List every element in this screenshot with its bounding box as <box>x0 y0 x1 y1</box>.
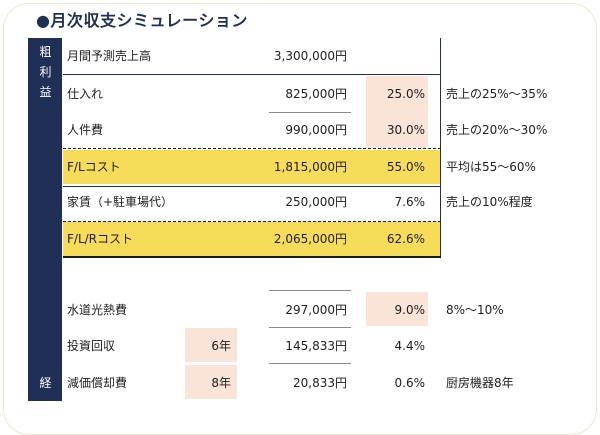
row-label: 水道光熱費 <box>67 303 128 317</box>
row-note: 売上の20%〜30% <box>446 123 548 137</box>
row-amount: 990,000円 <box>285 123 347 137</box>
purchase-percent-cell <box>366 76 428 112</box>
utility-percent-cell <box>366 292 428 326</box>
row-line <box>63 256 441 258</box>
depreciation-years-cell <box>185 365 237 399</box>
row-percent: 30.0% <box>386 123 425 137</box>
row-percent: 55.0% <box>386 160 425 174</box>
row-label: 仕入れ <box>67 87 104 101</box>
row-percent: 7.6% <box>394 195 426 209</box>
row-label: 月間予測売上高 <box>67 49 152 63</box>
side-char-2: 利 <box>39 65 52 79</box>
side-char-1: 粗 <box>39 45 52 59</box>
row-percent: 25.0% <box>386 87 425 101</box>
amount-underline <box>269 112 351 113</box>
row-label: F/L/Rコスト <box>67 232 134 246</box>
row-label: 人件費 <box>67 123 104 137</box>
row-note: 売上の10%程度 <box>446 195 533 209</box>
row-note: 厨房機器8年 <box>446 376 514 390</box>
row-percent: 9.0% <box>394 303 426 317</box>
row-line <box>63 221 441 222</box>
row-line <box>63 148 441 149</box>
row-amount: 297,000円 <box>285 303 347 317</box>
row-label: 減価償却費 <box>67 376 128 390</box>
row-amount: 250,000円 <box>285 195 347 209</box>
table-right-border <box>440 38 441 256</box>
investment-years-cell <box>185 328 237 362</box>
row-note: 8%〜10% <box>446 303 504 317</box>
amount-underline <box>269 290 351 291</box>
gross-profit-side-label: 粗 利 益 <box>29 42 62 102</box>
expense-side-label: 経 <box>39 376 52 390</box>
row-years: 8年 <box>211 376 231 390</box>
row-line <box>63 186 441 187</box>
row-note: 平均は55〜60% <box>446 160 536 174</box>
row-amount: 2,065,000円 <box>273 232 347 246</box>
row-amount: 145,833円 <box>285 339 347 353</box>
row-label: F/Lコスト <box>67 160 121 174</box>
flr-cost-highlight <box>63 222 441 256</box>
row-amount: 3,300,000円 <box>273 49 347 63</box>
side-column: 粗 利 益 経 <box>29 38 62 401</box>
row-amount: 825,000円 <box>285 87 347 101</box>
amount-underline <box>269 327 351 328</box>
row-amount: 20,833円 <box>293 376 347 390</box>
labor-percent-cell <box>366 112 428 148</box>
row-note: 売上の25%〜35% <box>446 87 548 101</box>
row-line <box>63 74 441 75</box>
fl-cost-highlight <box>63 150 441 184</box>
simulation-table: 粗 利 益 経 月間予測売上高 3,300,000円 仕入れ 825,000円 … <box>28 38 441 401</box>
row-years: 6年 <box>211 339 231 353</box>
side-char-3: 益 <box>39 85 52 99</box>
row-percent: 62.6% <box>386 232 425 246</box>
row-label: 投資回収 <box>67 339 116 353</box>
page-title: ●月次収支シミュレーション <box>36 11 248 30</box>
row-percent: 0.6% <box>394 376 426 390</box>
row-amount: 1,815,000円 <box>273 160 347 174</box>
amount-underline <box>269 363 351 364</box>
row-percent: 4.4% <box>394 339 426 353</box>
row-label: 家賃（+駐車場代） <box>67 195 174 209</box>
